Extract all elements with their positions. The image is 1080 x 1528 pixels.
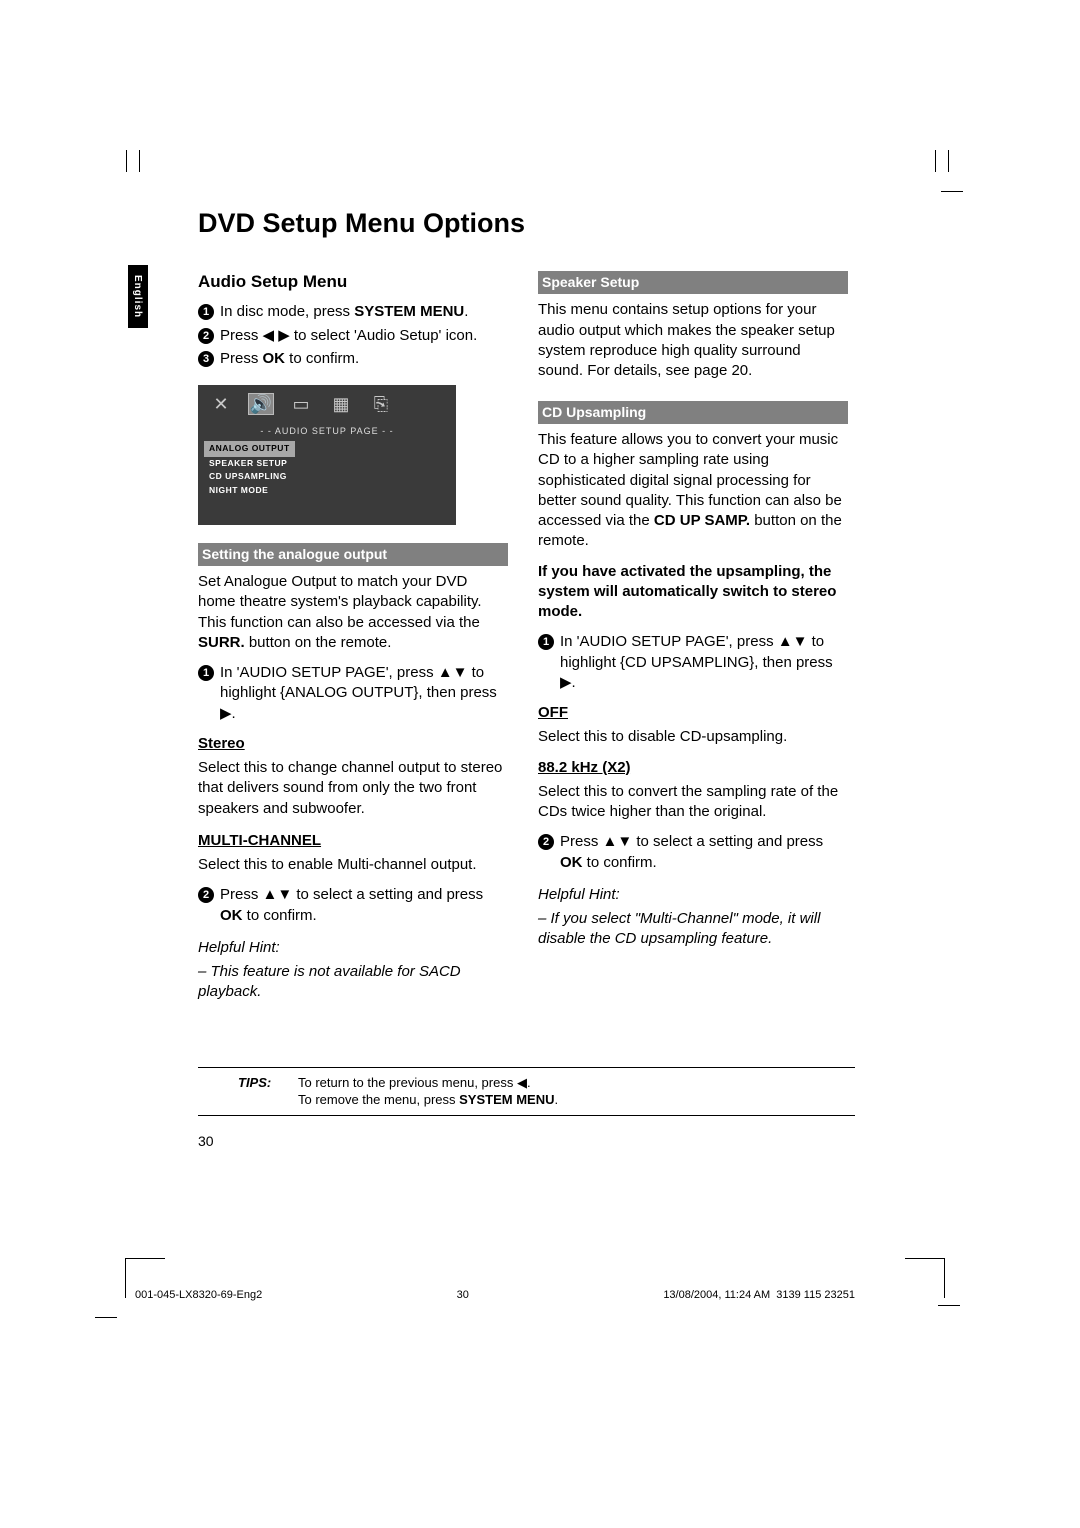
imprint-doc-id: 001-045-LX8320-69-Eng2 — [135, 1288, 262, 1303]
grid-icon: ▦ — [328, 393, 354, 415]
khz-label: 88.2 kHz (X2) — [538, 759, 631, 776]
osd-item-highlight: ANALOG OUTPUT — [204, 441, 295, 456]
speaker-setup-header: Speaker Setup — [538, 271, 848, 294]
step-bullet-1: 1 — [198, 304, 214, 320]
step-bullet-1: 1 — [198, 665, 214, 681]
analogue-step-2: Press ▲▼ to select a setting and press O… — [220, 885, 508, 926]
osd-item: SPEAKER SETUP — [198, 457, 456, 470]
left-column: Audio Setup Menu 1 In disc mode, press S… — [198, 271, 508, 1006]
step-1-text: In disc mode, press SYSTEM MENU. — [220, 302, 468, 322]
analogue-output-header: Setting the analogue output — [198, 543, 508, 566]
off-desc: Select this to disable CD-upsampling. — [538, 727, 848, 747]
tips-label: TIPS: — [198, 1074, 298, 1109]
osd-menu-illustration: ✕ 🔊 ▭ ▦ ⎘ - - AUDIO SETUP PAGE - - ANALO… — [198, 385, 456, 525]
step-bullet-2: 2 — [198, 328, 214, 344]
step-2-text: Press ◀ ▶ to select 'Audio Setup' icon. — [220, 326, 477, 346]
page-title: DVD Setup Menu Options — [198, 205, 855, 241]
footer-tips: TIPS: To return to the previous menu, pr… — [198, 1067, 855, 1116]
tv-icon: ▭ — [288, 393, 314, 415]
page-number: 30 — [198, 1132, 855, 1151]
osd-item: CD UPSAMPLING — [198, 470, 456, 483]
step-bullet-2: 2 — [538, 834, 554, 850]
hint-label: Helpful Hint: — [198, 938, 508, 958]
step-bullet-1: 1 — [538, 634, 554, 650]
cropmark — [938, 1298, 960, 1318]
cd-step-2: Press ▲▼ to select a setting and press O… — [560, 832, 848, 873]
multichannel-label: MULTI-CHANNEL — [198, 832, 321, 849]
khz-desc: Select this to convert the sampling rate… — [538, 782, 848, 823]
wrench-icon: ✕ — [208, 393, 234, 415]
stereo-label: Stereo — [198, 735, 245, 752]
multichannel-desc: Select this to enable Multi-channel outp… — [198, 855, 508, 875]
cd-step-1: In 'AUDIO SETUP PAGE', press ▲▼ to highl… — [560, 632, 848, 693]
off-label: OFF — [538, 704, 568, 721]
step-3-text: Press OK to confirm. — [220, 349, 359, 369]
tips-line-1: To return to the previous menu, press ◀. — [298, 1074, 558, 1092]
tips-line-2: To remove the menu, press SYSTEM MENU. — [298, 1091, 558, 1109]
cropmark — [95, 1298, 117, 1318]
cd-upsampling-desc: This feature allows you to convert your … — [538, 430, 848, 552]
step-bullet-3: 3 — [198, 351, 214, 367]
imprint-datetime: 13/08/2004, 11:24 AM 3139 115 23251 — [663, 1288, 855, 1303]
analogue-output-desc: Set Analogue Output to match your DVD ho… — [198, 572, 508, 653]
right-column: Speaker Setup This menu contains setup o… — [538, 271, 848, 1006]
cd-upsampling-header: CD Upsampling — [538, 401, 848, 424]
cropmark — [941, 150, 963, 170]
audio-setup-heading: Audio Setup Menu — [198, 271, 508, 294]
hint-text: – This feature is not available for SACD… — [198, 962, 508, 1003]
step-bullet-2: 2 — [198, 887, 214, 903]
speaker-setup-desc: This menu contains setup options for you… — [538, 300, 848, 381]
cd-upsampling-note: If you have activated the upsampling, th… — [538, 562, 848, 623]
hint-label: Helpful Hint: — [538, 885, 848, 905]
osd-page-header: - - AUDIO SETUP PAGE - - — [198, 425, 456, 437]
exit-icon: ⎘ — [368, 393, 394, 415]
hint-text: – If you select "Multi-Channel" mode, it… — [538, 909, 848, 950]
imprint: 001-045-LX8320-69-Eng2 30 13/08/2004, 11… — [135, 1288, 855, 1303]
audio-icon: 🔊 — [248, 393, 274, 415]
analogue-step-1: In 'AUDIO SETUP PAGE', press ▲▼ to highl… — [220, 663, 508, 724]
cropmark — [120, 150, 146, 178]
imprint-page: 30 — [457, 1288, 469, 1303]
osd-item: NIGHT MODE — [198, 484, 456, 497]
stereo-desc: Select this to change channel output to … — [198, 758, 508, 819]
